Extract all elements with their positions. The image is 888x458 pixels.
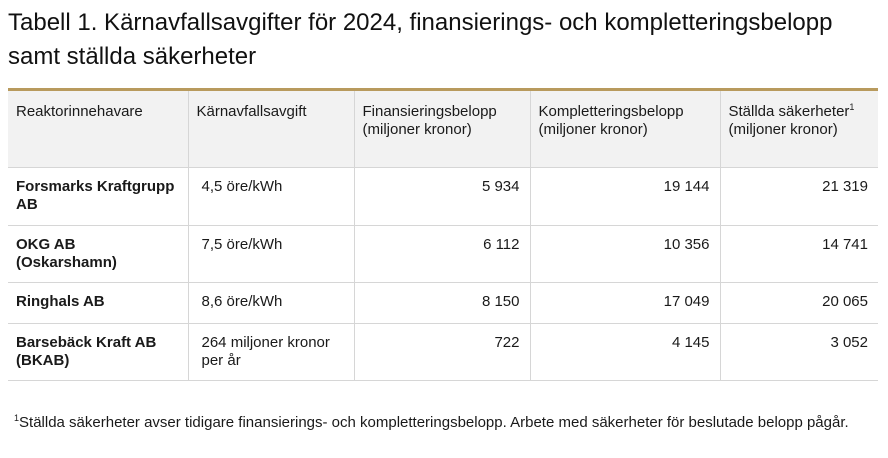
cell-fee: 4,5 öre/kWh [188,167,355,226]
cell-security: 21 319 [720,167,878,226]
cell-completion: 10 356 [530,225,721,283]
header-security-label: Ställda säkerheter [728,103,850,120]
table-title: Tabell 1. Kärnavfallsavgifter för 2024, … [8,9,833,70]
cell-financing: 5 934 [354,167,531,226]
table-row: Forsmarks Kraftgrupp AB 4,5 öre/kWh 5 93… [8,167,878,226]
cell-fee: 7,5 öre/kWh [188,225,355,283]
footnote-text: Ställda säkerheter avser tidigare finans… [19,414,849,431]
cell-completion: 19 144 [530,167,721,226]
cell-security: 3 052 [720,323,878,381]
cell-owner: Barsebäck Kraft AB (BKAB) [8,323,189,381]
footnote-number: 1 [14,413,20,423]
header-completion: Kompletteringsbelopp (miljoner kronor) [530,91,721,168]
cell-security: 14 741 [720,225,878,283]
cell-financing: 722 [354,323,531,381]
cell-completion: 17 049 [530,282,721,324]
table-row: OKG AB (Oskarshamn) 7,5 öre/kWh 6 112 10… [8,225,878,283]
footnote: 1Ställda säkerheter avser tidigare finan… [14,412,874,433]
table-row: Ringhals AB 8,6 öre/kWh 8 150 17 049 20 … [8,282,878,324]
cell-owner: Forsmarks Kraftgrupp AB [8,167,189,226]
cell-owner: OKG AB (Oskarshamn) [8,225,189,283]
header-security-unit: (miljoner kronor) [728,121,838,138]
cell-security: 20 065 [720,282,878,324]
table-header-row: Reaktorinnehavare Kärnavfallsavgift Fina… [8,91,878,168]
cell-fee: 264 miljoner kronor per år [188,323,355,381]
header-fee: Kärnavfallsavgift [188,91,355,168]
footnote-marker: 1 [849,102,855,112]
cell-financing: 8 150 [354,282,531,324]
fee-table-container: Reaktorinnehavare Kärnavfallsavgift Fina… [8,88,878,381]
cell-owner: Ringhals AB [8,282,189,324]
fee-table: Reaktorinnehavare Kärnavfallsavgift Fina… [8,91,878,381]
header-financing: Finansieringsbelopp (miljoner kronor) [354,91,531,168]
header-security: Ställda säkerheter1 (miljoner kronor) [720,91,878,168]
cell-completion: 4 145 [530,323,721,381]
cell-fee: 8,6 öre/kWh [188,282,355,324]
table-row: Barsebäck Kraft AB (BKAB) 264 miljoner k… [8,323,878,381]
header-owner: Reaktorinnehavare [8,91,189,168]
cell-financing: 6 112 [354,225,531,283]
